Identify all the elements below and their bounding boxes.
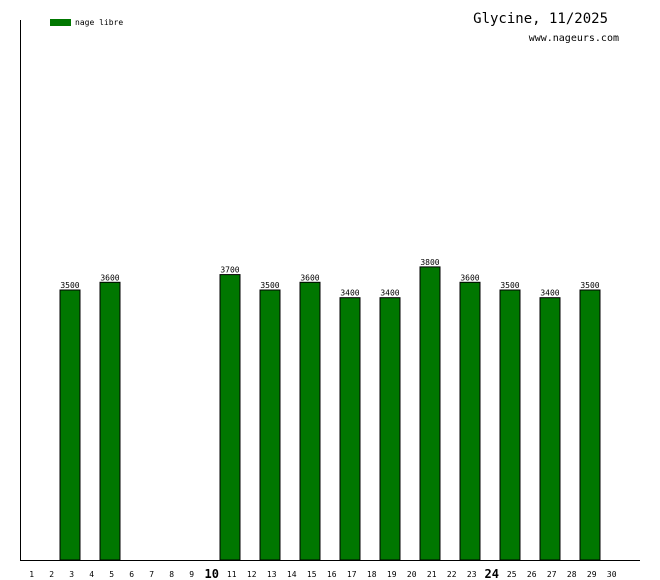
bar-day-20 — [419, 266, 441, 561]
bar-day-14 — [299, 281, 321, 561]
bar-day-16 — [339, 297, 361, 561]
value-label-day-12: 3500 — [260, 281, 279, 290]
x-tick-label: 9 — [189, 570, 194, 579]
x-tick-label: 15 — [307, 570, 317, 579]
value-label-day-2: 3500 — [60, 281, 79, 290]
bar-day-2 — [59, 289, 81, 561]
site-url: www.nageurs.com — [529, 33, 619, 44]
x-tick-label: 5 — [109, 570, 114, 579]
value-label-day-20: 3800 — [420, 258, 439, 267]
x-tick-label: 8 — [169, 570, 174, 579]
x-tick-label: 27 — [547, 570, 557, 579]
value-label-day-22: 3600 — [460, 273, 479, 282]
x-tick-label: 14 — [287, 570, 297, 579]
x-tick-label: 13 — [267, 570, 277, 579]
x-tick-label: 30 — [607, 570, 617, 579]
legend-label: nage libre — [75, 18, 123, 27]
bar-day-24 — [499, 289, 521, 561]
x-tick-label: 28 — [567, 570, 577, 579]
bar-day-22 — [459, 281, 481, 561]
x-tick-label: 7 — [149, 570, 154, 579]
value-label-day-18: 3400 — [380, 289, 399, 298]
bar-day-28 — [579, 289, 601, 561]
x-tick-label: 25 — [507, 570, 517, 579]
bars — [59, 266, 601, 561]
x-tick-label: 20 — [407, 570, 417, 579]
legend: nage libre — [50, 18, 123, 27]
value-label-day-16: 3400 — [340, 289, 359, 298]
x-tick-label: 10 — [204, 567, 218, 580]
x-tick-labels: 1 2 3 4 5 6 7 8 9 10 11 12 13 14 15 16 17 18 19 20 21 22 23 24 2… — [29, 567, 616, 580]
x-tick-label: 3 — [69, 570, 74, 579]
x-tick-label: 22 — [447, 570, 457, 579]
x-tick-label: 12 — [247, 570, 257, 579]
x-tick-label: 29 — [587, 570, 597, 579]
x-tick-label: 18 — [367, 570, 377, 579]
bar-day-10 — [219, 274, 241, 561]
x-tick-label: 21 — [427, 570, 437, 579]
x-tick-label: 4 — [89, 570, 94, 579]
value-label-day-14: 3600 — [300, 273, 319, 282]
value-label-day-4: 3600 — [100, 273, 119, 282]
x-tick-label: 16 — [327, 570, 337, 579]
value-label-day-28: 3500 — [580, 281, 599, 290]
x-tick-label: 6 — [129, 570, 134, 579]
legend-swatch — [50, 19, 71, 26]
x-tick-label: 26 — [527, 570, 537, 579]
value-label-day-26: 3400 — [540, 289, 559, 298]
bar-day-4 — [99, 281, 121, 561]
value-label-day-10: 3700 — [220, 266, 239, 275]
bar-day-18 — [379, 297, 401, 561]
x-tick-label: 23 — [467, 570, 477, 579]
value-label-day-24: 3500 — [500, 281, 519, 290]
x-tick-label: 1 — [29, 570, 34, 579]
value-labels: 3500 3600 3700 3500 3600 3400 3400 3800 3600 3500… — [60, 258, 599, 298]
x-tick-label: 17 — [347, 570, 357, 579]
x-tick-label: 24 — [484, 567, 498, 580]
x-tick-label: 19 — [387, 570, 397, 579]
x-tick-label: 2 — [49, 570, 54, 579]
bar-day-12 — [259, 289, 281, 561]
chart-title: Glycine, 11/2025 — [473, 11, 608, 27]
x-tick-label: 11 — [227, 570, 237, 579]
bar-day-26 — [539, 297, 561, 561]
